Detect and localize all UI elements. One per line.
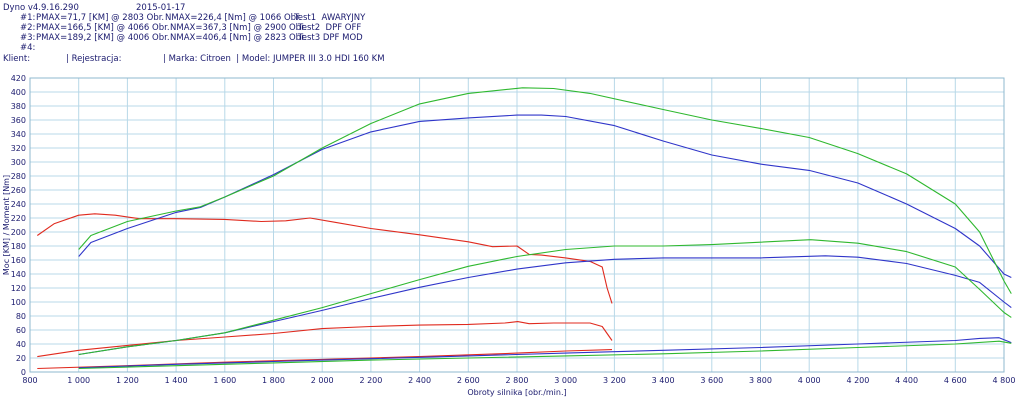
test3-name: Test3 DPF MOD [298, 33, 363, 43]
test3-nmax: NMAX=406,4 [Nm] @ 2823 Obr. [170, 33, 307, 43]
client-label: Klient: [3, 54, 31, 64]
test2-pmax: PMAX=166,5 [KM] @ 4066 Obr. [36, 23, 170, 33]
y-tick-label: 20 [16, 354, 26, 363]
y-tick-label: 320 [11, 144, 26, 153]
test1-id: #1: [20, 13, 36, 23]
test2-id: #2: [20, 23, 36, 33]
test3-dpf-mod-torque-line [78, 87, 1012, 294]
y-tick-label: 80 [16, 312, 26, 321]
test1-nmax: NMAX=226,4 [Nm] @ 1066 Obr. [165, 13, 302, 23]
y-tick-label: 40 [16, 340, 26, 349]
test2-nmax: NMAX=367,3 [Nm] @ 2900 Obr. [170, 23, 307, 33]
x-tick-label: 800 [22, 376, 37, 385]
y-tick-label: 340 [11, 130, 26, 139]
y-tick-label: 0 [21, 368, 26, 377]
y-tick-label: 360 [11, 116, 26, 125]
test2-dpf-off-power-line [78, 255, 1012, 356]
x-tick-label: 4 200 [846, 376, 869, 385]
x-tick-label: 4 400 [895, 376, 918, 385]
x-axis-label: Obroty silnika [obr./min.] [467, 388, 566, 397]
x-tick-label: 4 800 [993, 376, 1016, 385]
x-tick-label: 4 600 [944, 376, 967, 385]
test4-id: #4: [20, 43, 36, 53]
app-version: Dyno v4.9.16.290 [3, 3, 79, 13]
x-tick-label: 1 200 [116, 376, 139, 385]
x-tick-label: 2 200 [359, 376, 382, 385]
plot-frame [29, 77, 1005, 373]
test3-dpf-mod-loss-line [78, 340, 1012, 370]
y-axis-label: Moc [KM] / Moment [Nm] [2, 175, 11, 275]
test2-dpf-off-loss-line [78, 337, 1012, 369]
x-tick-label: 2 400 [408, 376, 431, 385]
y-tick-label: 220 [11, 214, 26, 223]
y-tick-label: 280 [11, 172, 26, 181]
y-tick-label: 60 [16, 326, 26, 335]
test1-pmax: PMAX=71,7 [KM] @ 2803 Obr. [36, 13, 165, 23]
test1-awaryjny-torque-line [36, 213, 613, 304]
x-tick-label: 2 800 [506, 376, 529, 385]
x-tick-label: 3 000 [554, 376, 577, 385]
test3-id: #3: [20, 33, 36, 43]
y-tick-label: 200 [11, 228, 26, 237]
y-tick-label: 100 [11, 298, 26, 307]
test1-name: Test1 AWARYJNY [294, 13, 366, 23]
y-tick-label: 140 [11, 270, 26, 279]
y-tick-label: 120 [11, 284, 26, 293]
y-tick-label: 240 [11, 200, 26, 209]
test2-name: Test2 DPF OFF [298, 23, 362, 33]
x-tick-label: 1 800 [262, 376, 285, 385]
make-model-label: | Marka: Citroen | Model: JUMPER III 3.0… [163, 54, 385, 64]
test3-dpf-mod-power-line [78, 239, 1012, 356]
registration-label: | Rejestracja: [66, 54, 122, 64]
test2-dpf-off-torque-line [78, 114, 1012, 278]
x-tick-label: 1 600 [213, 376, 236, 385]
x-tick-label: 1 400 [165, 376, 188, 385]
x-tick-label: 3 800 [749, 376, 772, 385]
x-tick-label: 3 400 [652, 376, 675, 385]
y-tick-label: 160 [11, 256, 26, 265]
x-tick-label: 2 000 [311, 376, 334, 385]
y-tick-label: 300 [11, 158, 26, 167]
test1-awaryjny-power-line [37, 321, 613, 358]
x-tick-label: 1 000 [67, 376, 90, 385]
x-tick-label: 2 600 [457, 376, 480, 385]
test-date: 2015-01-17 [136, 3, 186, 13]
y-tick-label: 180 [11, 242, 26, 251]
y-tick-label: 380 [11, 102, 26, 111]
test3-pmax: PMAX=189,2 [KM] @ 4006 Obr. [36, 33, 170, 43]
x-tick-label: 3 200 [603, 376, 626, 385]
x-tick-label: 3 600 [700, 376, 723, 385]
y-tick-label: 260 [11, 186, 26, 195]
y-tick-label: 420 [11, 74, 26, 83]
x-tick-label: 4 000 [798, 376, 821, 385]
y-tick-label: 400 [11, 88, 26, 97]
